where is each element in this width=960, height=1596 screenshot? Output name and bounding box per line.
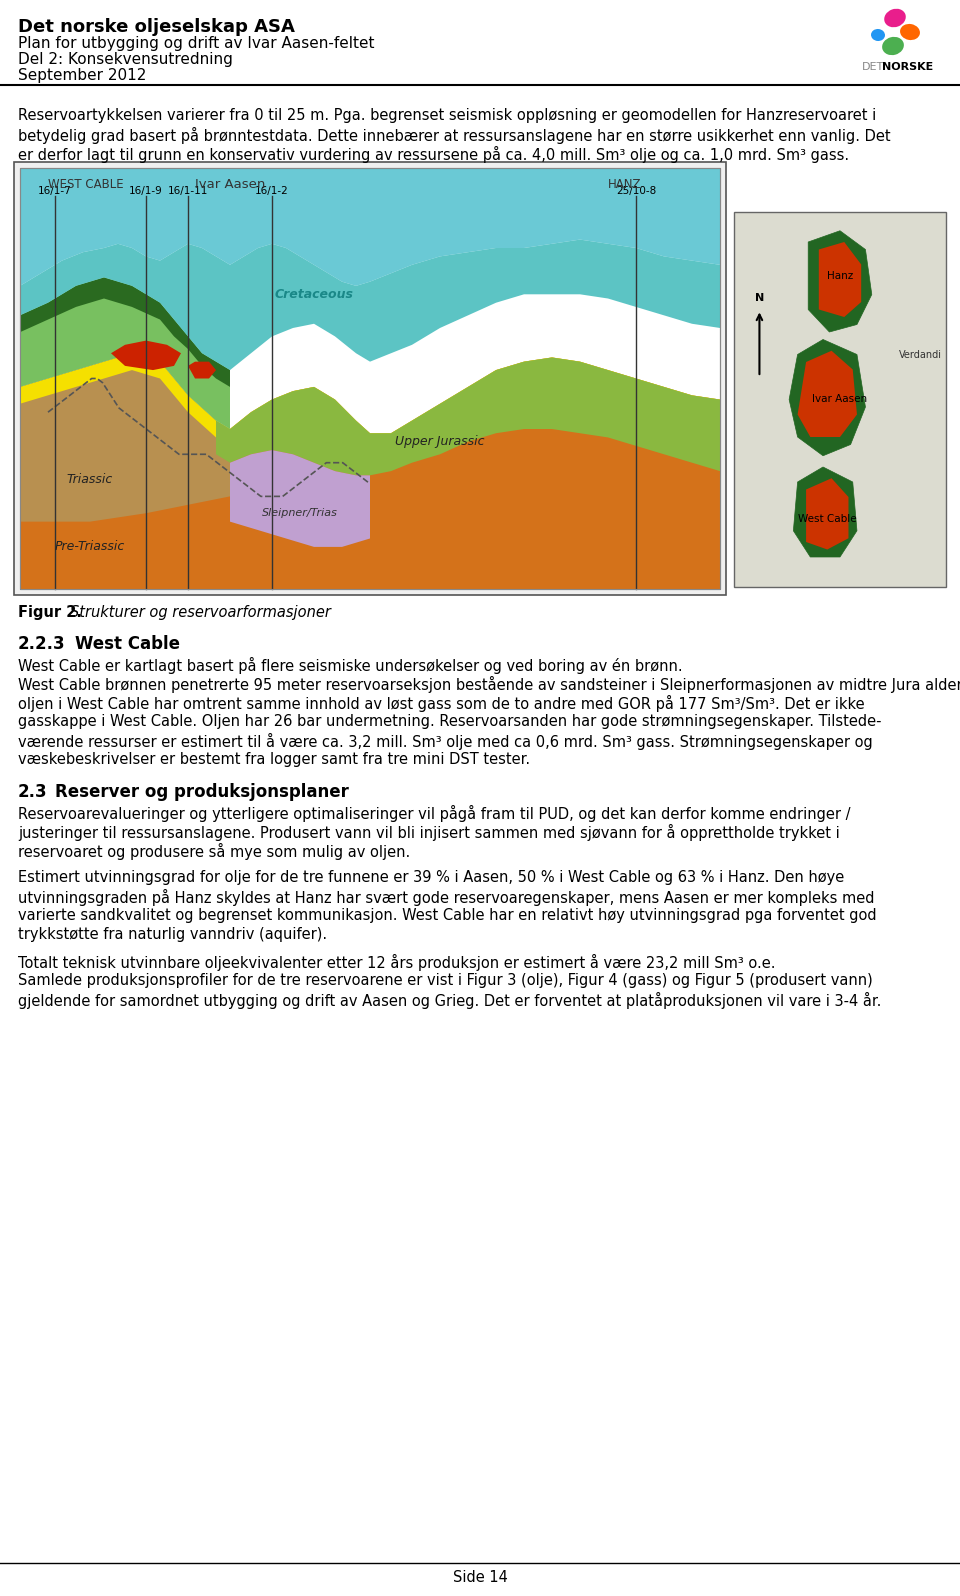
Text: justeringer til ressursanslagene. Produsert vann vil bli injisert sammen med sjø: justeringer til ressursanslagene. Produs…	[18, 824, 840, 841]
Text: Upper Jurassic: Upper Jurassic	[396, 436, 485, 448]
Text: væskebeskrivelser er bestemt fra logger samt fra tre mini DST tester.: væskebeskrivelser er bestemt fra logger …	[18, 752, 530, 768]
Polygon shape	[806, 479, 849, 549]
Text: 25/10-8: 25/10-8	[616, 187, 656, 196]
Text: 2.2.3: 2.2.3	[18, 635, 65, 653]
Text: gasskappe i West Cable. Oljen har 26 bar undermetning. Reservoarsanden har gode : gasskappe i West Cable. Oljen har 26 bar…	[18, 713, 881, 729]
Text: HANZ: HANZ	[608, 179, 641, 192]
Polygon shape	[789, 340, 866, 456]
Text: West Cable: West Cable	[798, 514, 856, 525]
Bar	[20, 168, 720, 589]
Polygon shape	[216, 358, 720, 476]
Polygon shape	[20, 278, 230, 386]
Text: 16/1-7: 16/1-7	[38, 187, 72, 196]
Text: utvinningsgraden på Hanz skyldes at Hanz har svært gode reservoaregenskaper, men: utvinningsgraden på Hanz skyldes at Hanz…	[18, 889, 875, 907]
Polygon shape	[230, 450, 370, 547]
Polygon shape	[20, 168, 720, 286]
Polygon shape	[20, 239, 720, 370]
Text: Reservoartykkelsen varierer fra 0 til 25 m. Pga. begrenset seismisk oppløsning e: Reservoartykkelsen varierer fra 0 til 25…	[18, 109, 876, 123]
Text: Totalt teknisk utvinnbare oljeekvivalenter etter 12 års produksjon er estimert å: Totalt teknisk utvinnbare oljeekvivalent…	[18, 954, 776, 970]
Text: 2.3: 2.3	[18, 784, 48, 801]
Text: Hanz: Hanz	[827, 271, 853, 281]
Ellipse shape	[900, 24, 920, 40]
Text: NORSKE: NORSKE	[882, 62, 933, 72]
Text: Verdandi: Verdandi	[900, 350, 942, 359]
Text: Ivar Aasen: Ivar Aasen	[812, 394, 868, 404]
Polygon shape	[819, 243, 861, 318]
Text: Triassic: Triassic	[67, 472, 113, 487]
Text: West Cable: West Cable	[75, 635, 180, 653]
Text: West Cable brønnen penetrerte 95 meter reservoarseksjon bestående av sandsteiner: West Cable brønnen penetrerte 95 meter r…	[18, 677, 960, 693]
Text: Del 2: Konsekvensutredning: Del 2: Konsekvensutredning	[18, 53, 233, 67]
Ellipse shape	[882, 37, 904, 56]
Bar	[14, 163, 726, 595]
Text: Sleipner/Trias: Sleipner/Trias	[262, 508, 338, 519]
Ellipse shape	[871, 29, 885, 41]
Text: WEST CABLE: WEST CABLE	[48, 179, 124, 192]
Text: Figur 2.: Figur 2.	[18, 605, 87, 619]
Text: Reservoarevalueringer og ytterligere optimaliseringer vil pågå fram til PUD, og : Reservoarevalueringer og ytterligere opt…	[18, 804, 851, 822]
Text: DET: DET	[862, 62, 884, 72]
Text: varierte sandkvalitet og begrenset kommunikasjon. West Cable har en relativt høy: varierte sandkvalitet og begrenset kommu…	[18, 908, 876, 922]
Text: West Cable er kartlagt basert på flere seismiske undersøkelser og ved boring av : West Cable er kartlagt basert på flere s…	[18, 658, 683, 674]
Text: Estimert utvinningsgrad for olje for de tre funnene er 39 % i Aasen, 50 % i West: Estimert utvinningsgrad for olje for de …	[18, 870, 844, 886]
Text: Ivar Aasen: Ivar Aasen	[195, 179, 265, 192]
Text: værende ressurser er estimert til å være ca. 3,2 mill. Sm³ olje med ca 0,6 mrd. : værende ressurser er estimert til å være…	[18, 733, 873, 750]
Text: betydelig grad basert på brønntestdata. Dette innebærer at ressursanslagene har : betydelig grad basert på brønntestdata. …	[18, 128, 891, 144]
Polygon shape	[793, 468, 857, 557]
Polygon shape	[798, 351, 857, 437]
Text: reservoaret og produsere så mye som mulig av oljen.: reservoaret og produsere så mye som muli…	[18, 843, 410, 860]
Text: 16/1-2: 16/1-2	[255, 187, 289, 196]
Polygon shape	[188, 362, 216, 378]
Text: Reserver og produksjonsplaner: Reserver og produksjonsplaner	[55, 784, 348, 801]
Text: September 2012: September 2012	[18, 69, 146, 83]
Bar	[734, 212, 946, 587]
Text: Cretaceous: Cretaceous	[275, 287, 353, 300]
Text: Pre-Triassic: Pre-Triassic	[55, 541, 125, 554]
Polygon shape	[20, 353, 230, 522]
Text: N: N	[755, 294, 764, 303]
Polygon shape	[20, 353, 720, 450]
Text: trykkstøtte fra naturlig vanndriv (aquifer).: trykkstøtte fra naturlig vanndriv (aquif…	[18, 927, 327, 942]
Polygon shape	[20, 278, 230, 429]
Text: 16/1-9: 16/1-9	[130, 187, 163, 196]
Text: gjeldende for samordnet utbygging og drift av Aasen og Grieg. Det er forventet a: gjeldende for samordnet utbygging og dri…	[18, 993, 881, 1009]
Bar	[20, 168, 720, 589]
Polygon shape	[111, 340, 181, 370]
Text: Samlede produksjonsprofiler for de tre reservoarene er vist i Figur 3 (olje), Fi: Samlede produksjonsprofiler for de tre r…	[18, 974, 873, 988]
Text: Strukturer og reservoarformasjoner: Strukturer og reservoarformasjoner	[70, 605, 331, 619]
Text: oljen i West Cable har omtrent samme innhold av løst gass som de to andre med GO: oljen i West Cable har omtrent samme inn…	[18, 694, 865, 712]
Ellipse shape	[884, 8, 906, 27]
Text: 16/1-11: 16/1-11	[168, 187, 208, 196]
Text: Plan for utbygging og drift av Ivar Aasen-feltet: Plan for utbygging og drift av Ivar Aase…	[18, 37, 374, 51]
Polygon shape	[20, 353, 720, 589]
Polygon shape	[808, 231, 872, 332]
Text: Det norske oljeselskap ASA: Det norske oljeselskap ASA	[18, 18, 295, 37]
Text: Side 14: Side 14	[452, 1570, 508, 1585]
Text: er derfor lagt til grunn en konservativ vurdering av ressursene på ca. 4,0 mill.: er derfor lagt til grunn en konservativ …	[18, 145, 850, 163]
